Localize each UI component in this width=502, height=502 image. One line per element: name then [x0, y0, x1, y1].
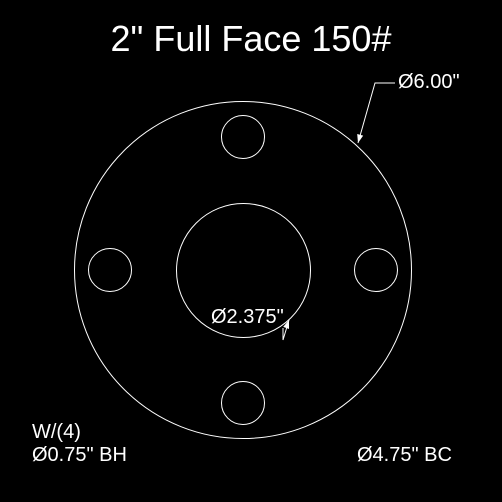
bolt-hole-0: [354, 248, 398, 292]
flange-diagram: 2" Full Face 150# Ø6.00" Ø2.375" Ø4.75" …: [0, 0, 502, 502]
bolt-hole-3: [221, 115, 265, 159]
diagram-title: 2" Full Face 150#: [0, 18, 502, 60]
dim-outer-diameter: Ø6.00": [398, 71, 460, 94]
bolt-hole-2: [88, 248, 132, 292]
dim-bolt-hole-count: W/(4): [32, 421, 81, 444]
dim-inner-diameter: Ø2.375": [211, 306, 284, 329]
bolt-hole-1: [221, 381, 265, 425]
dim-bolt-circle: Ø4.75" BC: [357, 444, 452, 467]
dim-bolt-hole-size: Ø0.75" BH: [32, 444, 127, 467]
